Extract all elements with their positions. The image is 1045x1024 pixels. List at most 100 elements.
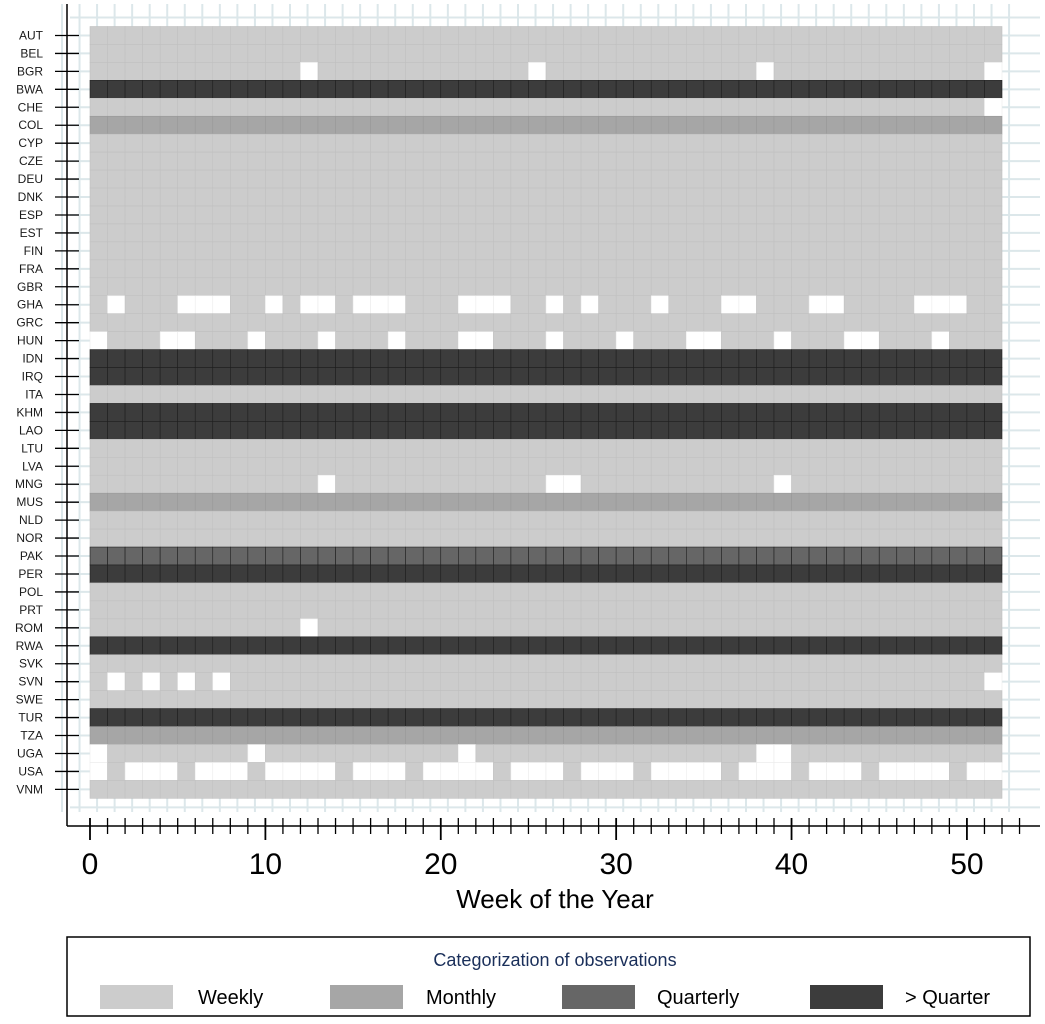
cell-GRC-w52 <box>984 313 1003 332</box>
cell-LAO-w40 <box>773 421 792 440</box>
y-tick-label-BWA: BWA <box>16 82 43 96</box>
cell-POL-w12 <box>282 582 301 602</box>
cell-LTU-w46 <box>878 439 898 458</box>
cell-MNG-w47 <box>896 474 915 494</box>
cell-GBR-w27 <box>545 277 564 297</box>
cell-UGA-w32 <box>633 744 652 763</box>
cell-HUN-w7 <box>194 331 214 350</box>
cell-PRT-w9 <box>230 600 249 620</box>
cell-IRQ-w47 <box>896 367 915 386</box>
cell-IRQ-w40 <box>773 367 792 386</box>
cell-NLD-w9 <box>230 510 249 530</box>
cell-NOR-w9 <box>230 528 249 548</box>
cell-ROM-w49 <box>931 618 950 638</box>
cell-PRT-w30 <box>598 600 617 620</box>
cell-SVK-w13 <box>300 654 319 674</box>
cell-DEU-w16 <box>352 169 371 189</box>
cell-SWE-w37 <box>721 690 740 709</box>
cell-CZE-w14 <box>317 151 336 171</box>
cell-PRT-w2 <box>107 600 126 620</box>
cell-SVN-w43 <box>826 672 845 691</box>
cell-DEU-w47 <box>896 169 915 189</box>
cell-RWA-w35 <box>686 636 705 656</box>
cell-SVN-w25 <box>510 672 529 691</box>
cell-LAO-w17 <box>370 421 389 440</box>
cell-IDN-w4 <box>142 349 161 368</box>
cell-COL-w6 <box>177 115 196 135</box>
cell-CZE-w20 <box>422 151 442 171</box>
cell-SWE-w23 <box>475 690 494 709</box>
cell-CZE-w26 <box>528 151 547 171</box>
y-tick-label-DNK: DNK <box>18 190 43 204</box>
cell-NOR-w46 <box>878 528 898 548</box>
cell-DNK-w35 <box>686 187 705 207</box>
cell-IDN-w21 <box>440 349 459 368</box>
cell-CHE-w18 <box>387 98 406 117</box>
cell-GRC-w39 <box>756 313 775 332</box>
cell-NLD-w29 <box>580 510 599 530</box>
cell-CHE-w34 <box>668 98 687 117</box>
cell-HUN-w30 <box>598 331 617 350</box>
cell-COL-w15 <box>335 115 354 135</box>
cell-CZE-w17 <box>370 151 389 171</box>
cell-TZA-w9 <box>230 726 249 745</box>
cell-DEU-w10 <box>247 169 266 189</box>
cell-FRA-w41 <box>791 259 810 279</box>
cell-BWA-w43 <box>826 80 845 99</box>
cell-EST-w21 <box>440 223 459 243</box>
y-tick-label-HUN: HUN <box>17 334 43 348</box>
cell-ITA-w14 <box>317 385 336 404</box>
cell-CZE-w33 <box>650 151 670 171</box>
cell-GBR-w45 <box>861 277 880 297</box>
cell-NLD-w7 <box>194 510 214 530</box>
cell-GBR-w31 <box>615 277 634 297</box>
cell-COL-w33 <box>650 115 670 135</box>
cell-USA-w45 <box>861 762 880 781</box>
cell-BWA-w52 <box>984 80 1003 99</box>
cell-BGR-w17 <box>370 62 389 81</box>
cell-ROM-w43 <box>826 618 845 638</box>
cell-SVN-w45 <box>861 672 880 691</box>
cell-POL-w11 <box>265 582 284 602</box>
cell-DNK-w7 <box>194 187 214 207</box>
cell-PER-w5 <box>159 564 178 584</box>
cell-FIN-w42 <box>808 241 827 261</box>
cell-CZE-w25 <box>510 151 529 171</box>
cell-NLD-w48 <box>914 510 933 530</box>
cell-USA-w33 <box>650 762 670 781</box>
cell-ITA-w32 <box>633 385 652 404</box>
cell-SWE-w46 <box>878 690 898 709</box>
cell-POL-w16 <box>352 582 371 602</box>
cell-DEU-w40 <box>773 169 792 189</box>
cell-LAO-w18 <box>387 421 406 440</box>
cell-NOR-w6 <box>177 528 196 548</box>
cell-NLD-w1 <box>89 510 108 530</box>
cell-HUN-w8 <box>212 331 231 350</box>
cell-POL-w20 <box>422 582 442 602</box>
cell-LTU-w29 <box>580 439 599 458</box>
cell-LTU-w17 <box>370 439 389 458</box>
cell-BEL-w52 <box>984 44 1003 63</box>
cell-FIN-w45 <box>861 241 880 261</box>
cell-ROM-w2 <box>107 618 126 638</box>
cell-RWA-w46 <box>878 636 898 656</box>
cell-AUT-w22 <box>458 26 477 45</box>
cell-BWA-w30 <box>598 80 617 99</box>
cell-LTU-w23 <box>475 439 494 458</box>
cell-KHM-w3 <box>124 403 143 422</box>
cell-FRA-w16 <box>352 259 371 279</box>
cell-CYP-w46 <box>878 133 898 153</box>
cell-LVA-w51 <box>966 456 985 476</box>
cell-ITA-w27 <box>545 385 564 404</box>
cell-DEU-w48 <box>914 169 933 189</box>
cell-DEU-w50 <box>949 169 968 189</box>
cell-BEL-w39 <box>756 44 775 63</box>
cell-EST-w10 <box>247 223 266 243</box>
cell-TZA-w16 <box>352 726 371 745</box>
cell-LTU-w42 <box>808 439 827 458</box>
cell-SVK-w3 <box>124 654 143 674</box>
cell-VNM-w24 <box>493 780 512 799</box>
cell-BEL-w19 <box>405 44 424 63</box>
cell-PER-w26 <box>528 564 547 584</box>
cell-BGR-w11 <box>265 62 284 81</box>
